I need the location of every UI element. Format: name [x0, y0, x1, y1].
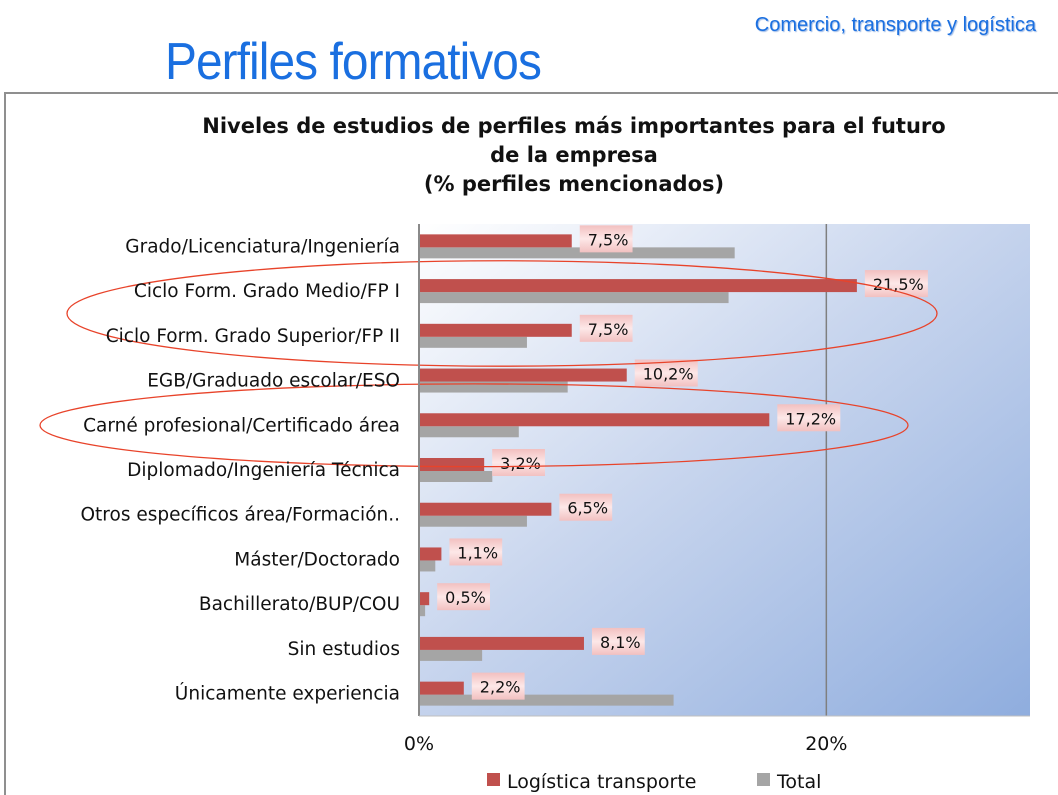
- section-title: Comercio, transporte y logística: [754, 14, 1036, 36]
- highlight-ellipse: [39, 383, 909, 468]
- data-label: 2,2%: [480, 678, 521, 697]
- legend-label: Total: [776, 771, 821, 793]
- page-title: Perfiles formativos: [165, 33, 542, 91]
- bar-total: [419, 426, 519, 438]
- chart-title-line: de la empresa: [490, 143, 658, 167]
- bar-logistica: [419, 636, 584, 650]
- chart-title: Niveles de estudios de perfiles más impo…: [0, 112, 1058, 199]
- bar-total: [419, 336, 527, 348]
- data-label: 21,5%: [873, 275, 924, 294]
- bar-total: [419, 605, 426, 617]
- x-tick-label: 0%: [404, 733, 434, 755]
- data-label-box: [471, 672, 525, 700]
- bar-logistica: [419, 592, 430, 606]
- data-label-box: [437, 583, 490, 611]
- category-label: Bachillerato/BUP/COU: [199, 594, 400, 615]
- bar-logistica: [419, 368, 627, 382]
- data-label-box: [591, 627, 645, 655]
- bar-logistica: [419, 502, 552, 516]
- bar-total: [419, 292, 729, 304]
- data-label: 0,5%: [445, 588, 486, 607]
- category-label: Ciclo Form. Grado Medio/FP I: [134, 281, 400, 302]
- data-label-box: [559, 493, 613, 521]
- legend-swatch-total: [757, 773, 770, 786]
- legend-swatch-logistica: [487, 773, 500, 786]
- bar-logistica: [419, 323, 572, 337]
- bar-total: [419, 381, 568, 393]
- bar-logistica: [419, 234, 572, 248]
- legend-label: Logística transporte: [507, 771, 696, 793]
- category-label: Grado/Licenciatura/Ingeniería: [125, 236, 400, 257]
- data-label: 10,2%: [643, 365, 694, 384]
- bar-total: [419, 515, 527, 527]
- bar-total: [419, 649, 483, 661]
- bar-logistica: [419, 681, 464, 695]
- data-label-box: [777, 404, 841, 432]
- chart-title-line: (% perfiles mencionados): [423, 172, 725, 196]
- category-label: Sin estudios: [288, 639, 400, 660]
- category-label: Otros específicos área/Formación..: [80, 505, 400, 526]
- data-label: 3,2%: [500, 454, 541, 473]
- data-label-box: [492, 449, 545, 476]
- category-label: Carné profesional/Certificado área: [83, 415, 400, 436]
- bar-total: [419, 694, 674, 706]
- data-label: 17,2%: [785, 409, 836, 428]
- bar-logistica: [419, 279, 857, 293]
- category-label: Ciclo Form. Grado Superior/FP II: [106, 326, 400, 347]
- data-label: 8,1%: [600, 633, 641, 652]
- data-label-box: [579, 225, 633, 253]
- data-label: 7,5%: [588, 230, 629, 249]
- chart-title-line: Niveles de estudios de perfiles más impo…: [202, 114, 946, 138]
- bar-total: [419, 247, 735, 259]
- data-label-box: [579, 314, 633, 342]
- x-tick-label: 20%: [805, 733, 847, 755]
- bar-total: [419, 471, 493, 482]
- category-label: Únicamente experiencia: [175, 683, 400, 705]
- data-label: 6,5%: [567, 499, 608, 518]
- bar-total: [419, 560, 436, 572]
- data-label-box: [449, 538, 503, 566]
- data-label: 1,1%: [457, 543, 498, 562]
- highlight-ellipse: [66, 260, 938, 367]
- category-label: EGB/Graduado escolar/ESO: [147, 371, 400, 392]
- data-label-box: [864, 270, 928, 298]
- bar-logistica: [419, 547, 442, 561]
- category-label: Diplomado/Ingeniería Técnica: [127, 460, 400, 481]
- bar-logistica: [419, 458, 485, 471]
- data-label: 7,5%: [588, 320, 629, 339]
- category-label: Máster/Doctorado: [234, 549, 400, 570]
- bar-logistica: [419, 413, 770, 427]
